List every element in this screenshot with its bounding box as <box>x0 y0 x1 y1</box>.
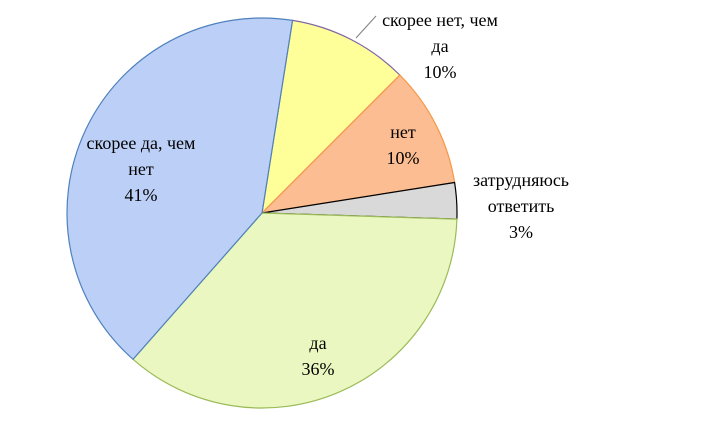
value-label: 10% <box>423 62 457 82</box>
value-label: 3% <box>509 222 533 242</box>
slice-label: затрудняюсь ответить 3% <box>451 167 591 245</box>
category-label: скорее да, чем нет <box>86 133 196 179</box>
pie-slice <box>261 19 401 215</box>
category-label: затрудняюсь ответить <box>472 170 570 216</box>
slice-label: скорее да, чем нет 41% <box>81 130 201 208</box>
pie-slice <box>260 74 456 214</box>
value-label: 36% <box>301 359 335 379</box>
leader-line <box>355 15 377 39</box>
value-label: 41% <box>124 185 158 205</box>
pie-slice <box>66 17 294 361</box>
category-label: скорее нет, чем да <box>382 10 498 56</box>
slice-label: скорее нет, чем да 10% <box>380 7 500 85</box>
pie-slice <box>132 212 458 409</box>
category-label: да <box>309 333 327 353</box>
value-label: 10% <box>386 148 420 168</box>
slice-label: да 36% <box>258 330 378 382</box>
category-label: нет <box>390 122 416 142</box>
slice-label: нет 10% <box>343 119 463 171</box>
